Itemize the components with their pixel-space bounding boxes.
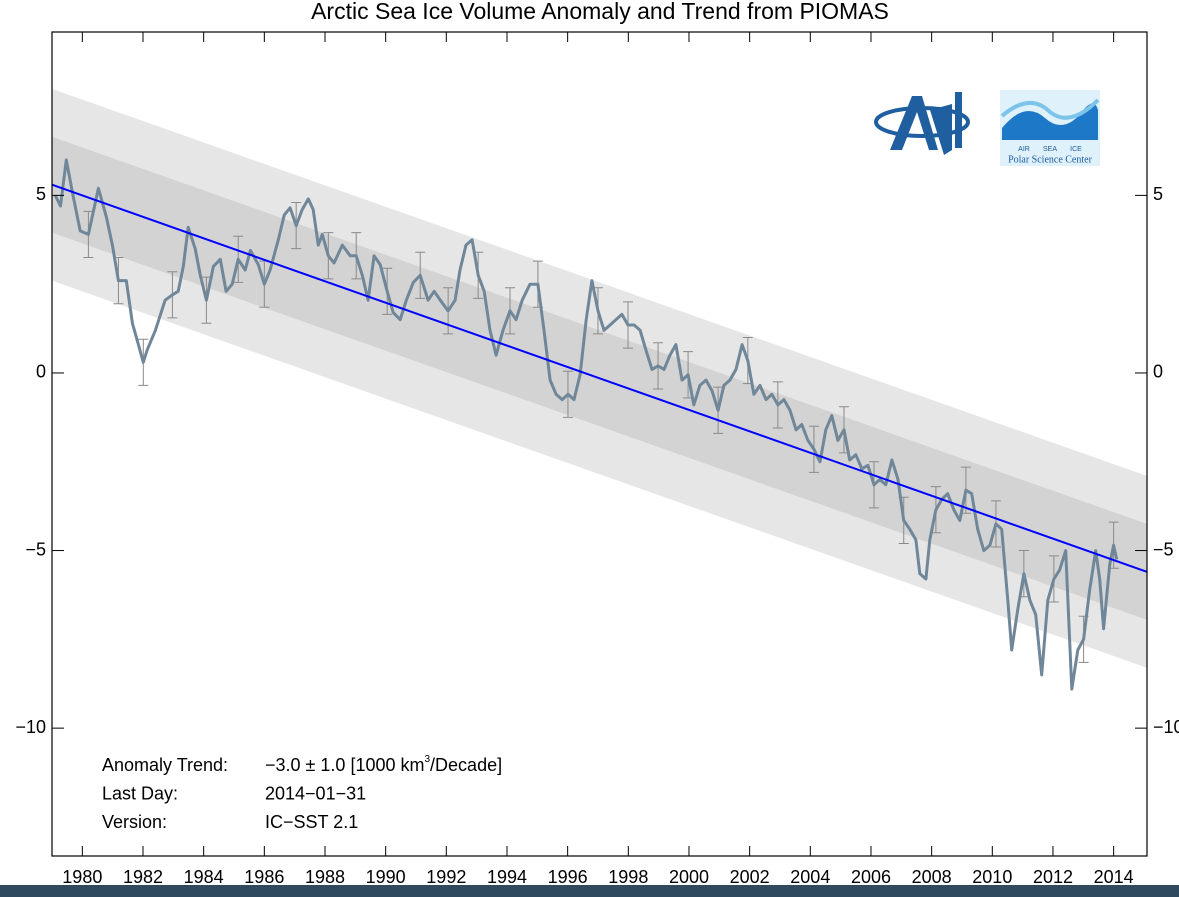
x-tick-label: 1980 <box>62 867 102 887</box>
x-tick-label: 1990 <box>366 867 406 887</box>
y-tick-label-right: 0 <box>1153 362 1163 382</box>
trend-line <box>51 183 1148 573</box>
logo-wave-2 <box>1000 98 1100 120</box>
annotation-label: Version: <box>102 812 167 832</box>
y-tick-label-right: −10 <box>1153 717 1179 737</box>
psc-logo <box>1000 90 1100 166</box>
logo-label: ICE <box>1070 146 1082 153</box>
x-tick-label: 1988 <box>305 867 345 887</box>
y-tick-label-right: −5 <box>1153 539 1174 559</box>
x-tick-label: 2002 <box>730 867 770 887</box>
annotation-label: Anomaly Trend: <box>102 755 228 775</box>
annotation-value: IC−SST 2.1 <box>265 812 358 832</box>
plot-area <box>51 88 1148 691</box>
annotation-part: 3 <box>424 754 430 765</box>
annotation-part: 2014−01−31 <box>265 783 366 803</box>
series-line <box>53 158 1119 691</box>
x-tick-label: 2012 <box>1033 867 1073 887</box>
annotation-part: IC−SST 2.1 <box>265 812 358 832</box>
x-tick-label: 2008 <box>912 867 952 887</box>
annotation-label: Last Day: <box>102 783 178 803</box>
y-tick-label: 0 <box>36 362 46 382</box>
logo-label: SEA <box>1043 146 1057 153</box>
annotation-value: −3.0 ± 1.0 [1000 km3/Decade] <box>265 754 502 775</box>
annotation-part: −3.0 ± 1.0 [1000 km <box>265 755 424 775</box>
x-tick-label: 2014 <box>1094 867 1134 887</box>
apl-logo <box>874 92 970 155</box>
x-tick-label: 1996 <box>548 867 588 887</box>
y-tick-label: −10 <box>15 717 46 737</box>
x-tick-label: 1998 <box>608 867 648 887</box>
x-tick-label: 1994 <box>487 867 527 887</box>
logo-a <box>890 96 938 150</box>
annotation-value: 2014−01−31 <box>265 783 366 803</box>
x-tick-label: 2006 <box>851 867 891 887</box>
y-tick-label-right: 5 <box>1153 184 1163 204</box>
annotations: Anomaly Trend: −3.0 ± 1.0 [1000 km3/Decad… <box>102 754 502 832</box>
x-tick-label: 2004 <box>790 867 830 887</box>
x-tick-label: 1984 <box>184 867 224 887</box>
x-tick-label: 1992 <box>426 867 466 887</box>
logo-wave <box>1002 103 1098 140</box>
bottom-bar <box>0 885 1179 897</box>
plot-frame <box>51 31 1148 857</box>
logo-label: AIR <box>1018 146 1030 153</box>
chart-title: Arctic Sea Ice Volume Anomaly and Trend … <box>311 0 889 24</box>
y-tick-label: −5 <box>25 539 46 559</box>
logo-pl <box>930 92 962 155</box>
x-tick-label: 2000 <box>669 867 709 887</box>
y-tick-label: 5 <box>36 184 46 204</box>
x-tick-label: 1986 <box>244 867 284 887</box>
x-tick-label: 2010 <box>972 867 1012 887</box>
x-tick-label: 1982 <box>123 867 163 887</box>
logo-label: Polar Science Center <box>1008 154 1093 165</box>
annotation-part: /Decade] <box>430 755 502 775</box>
